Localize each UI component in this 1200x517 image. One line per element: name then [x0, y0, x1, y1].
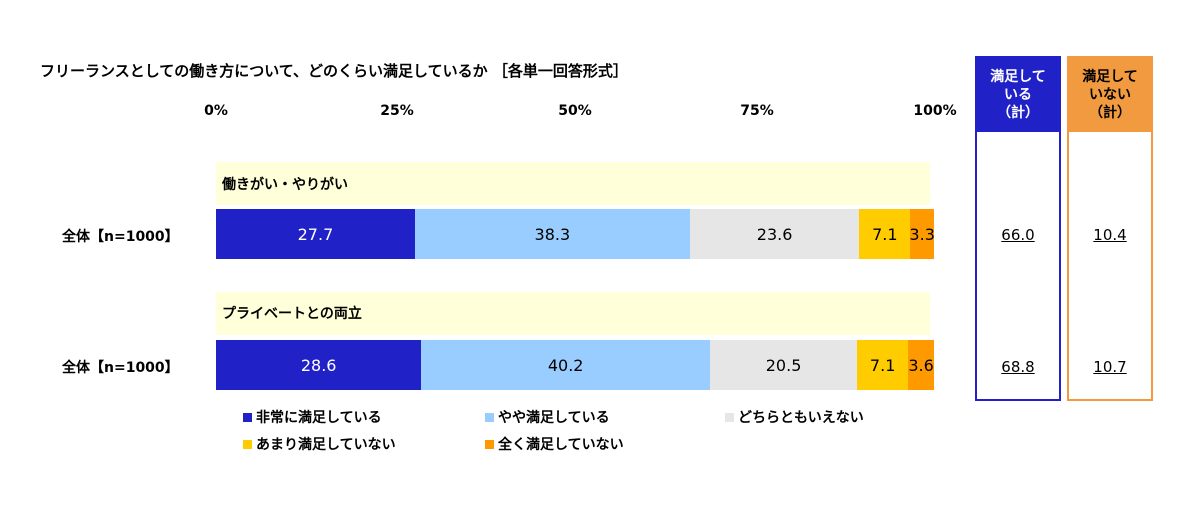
legend-item: 全く満足していない [485, 434, 624, 454]
data-label: 28.6 [300, 355, 337, 375]
legend-label: 全く満足していない [498, 437, 624, 453]
unsatisfied-total-value: 10.4 [1093, 226, 1127, 244]
legend-label: あまり満足していない [256, 437, 396, 453]
unsatisfied-total-box: 満足して いない （計） 10.4 10.7 [1067, 56, 1153, 401]
data-label: 7.1 [872, 224, 898, 244]
x-tick-label: 25% [380, 103, 414, 119]
legend-label: 非常に満足している [256, 410, 382, 426]
satisfied-total-box: 満足して いる （計） 66.0 68.8 [975, 56, 1061, 401]
section-label: 働きがい・やりがい [222, 177, 348, 193]
satisfied-total-header: 満足して いる （計） [977, 58, 1059, 132]
row-label: 全体【n=1000】 [62, 360, 179, 376]
section-label: プライベートとの両立 [222, 306, 362, 322]
bar-segment: 40.2 [421, 340, 710, 390]
data-label: 7.1 [869, 355, 896, 375]
data-label: 3.6 [908, 355, 934, 375]
x-tick-label: 75% [740, 103, 774, 119]
bar-segment: 28.6 [216, 340, 422, 390]
legend-item: 非常に満足している [243, 407, 382, 427]
legend-label: どちらともいえない [738, 410, 864, 426]
bar-segment: 7.1 [859, 209, 911, 259]
data-label: 38.3 [534, 224, 571, 244]
legend-swatch [243, 412, 252, 422]
bar-segment: 27.7 [216, 209, 415, 259]
row-label: 全体【n=1000】 [62, 229, 179, 245]
x-tick-label: 0% [204, 103, 228, 119]
legend-swatch [243, 439, 252, 449]
bar-segment: 38.3 [414, 209, 690, 259]
satisfied-total-value: 68.8 [1001, 358, 1035, 376]
unsatisfied-total-header: 満足して いない （計） [1069, 58, 1151, 132]
unsatisfied-total-value: 10.7 [1093, 358, 1127, 376]
bar-segment: 23.6 [689, 209, 860, 259]
legend-swatch [485, 439, 494, 449]
bar-segment: 3.6 [908, 340, 934, 390]
data-label: 40.2 [547, 355, 584, 375]
section-band [216, 162, 930, 205]
bar-segment: 3.3 [909, 209, 935, 259]
x-tick-label: 100% [913, 103, 957, 119]
data-label: 27.7 [297, 224, 334, 244]
legend-item: あまり満足していない [243, 434, 396, 454]
legend-item: どちらともいえない [725, 407, 864, 427]
chart-title: フリーランスとしての働き方について、どのくらい満足しているか ［各単一回答形式］ [40, 62, 628, 80]
legend-swatch [485, 412, 494, 422]
legend-item: やや満足している [485, 407, 610, 427]
bar-segment: 7.1 [857, 340, 909, 390]
data-label: 20.5 [765, 355, 802, 375]
legend-swatch [725, 412, 734, 422]
x-tick-label: 50% [558, 103, 592, 119]
data-label: 23.6 [756, 224, 793, 244]
bar-segment: 20.5 [709, 340, 858, 390]
section-band [216, 292, 930, 335]
stacked-bar: 27.7 38.3 23.6 7.1 3.3 [216, 209, 935, 259]
stacked-bar: 28.6 40.2 20.5 7.1 3.6 [216, 340, 934, 390]
data-label: 3.3 [909, 224, 935, 244]
satisfied-total-value: 66.0 [1001, 226, 1035, 244]
legend-label: やや満足している [498, 410, 610, 426]
